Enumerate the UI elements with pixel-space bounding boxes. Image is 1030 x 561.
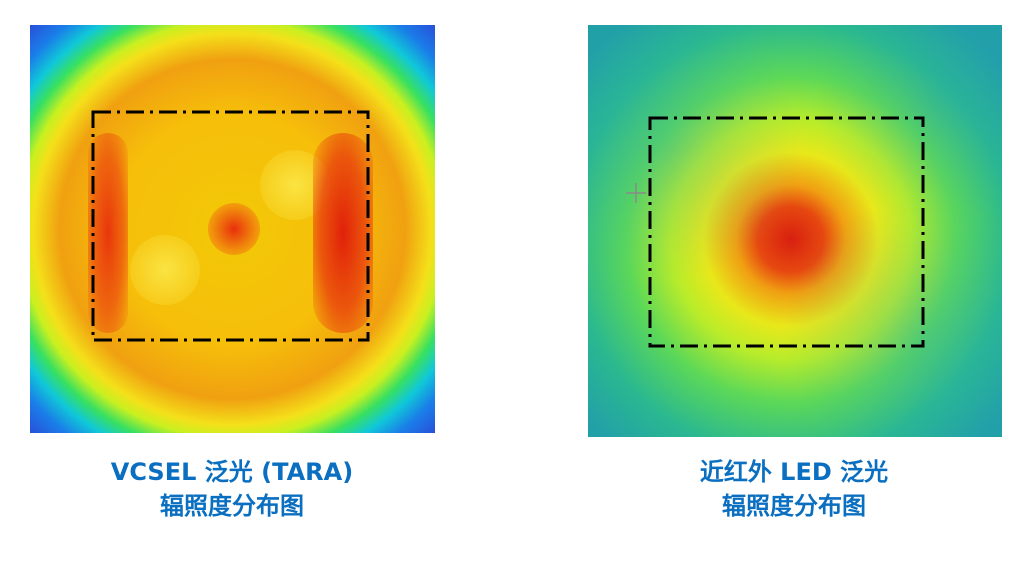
heatmap-hot-edge-left: [88, 133, 128, 333]
vcsel-target-boundary: [91, 110, 370, 342]
vcsel-irradiance-heatmap: [30, 25, 435, 433]
crosshair-icon: [626, 183, 646, 203]
nir-led-caption-title: 近红外 LED 泛光: [699, 458, 889, 486]
vcsel-caption-title: VCSEL 泛光 (TARA): [110, 458, 354, 486]
heatmap-hot-center: [208, 203, 260, 255]
heatmap-noise-texture: [588, 25, 1002, 437]
heatmap-pale-region: [130, 235, 200, 305]
vcsel-caption: VCSEL 泛光 (TARA) 辐照度分布图: [32, 455, 432, 523]
vcsel-caption-subtitle: 辐照度分布图: [160, 492, 304, 520]
nir-led-irradiance-heatmap: [588, 25, 1002, 437]
nir-led-caption-subtitle: 辐照度分布图: [722, 492, 866, 520]
heatmap-hot-edge-right: [313, 133, 373, 333]
nir-led-target-boundary: [648, 116, 925, 348]
nir-led-caption: 近红外 LED 泛光 辐照度分布图: [594, 455, 994, 523]
